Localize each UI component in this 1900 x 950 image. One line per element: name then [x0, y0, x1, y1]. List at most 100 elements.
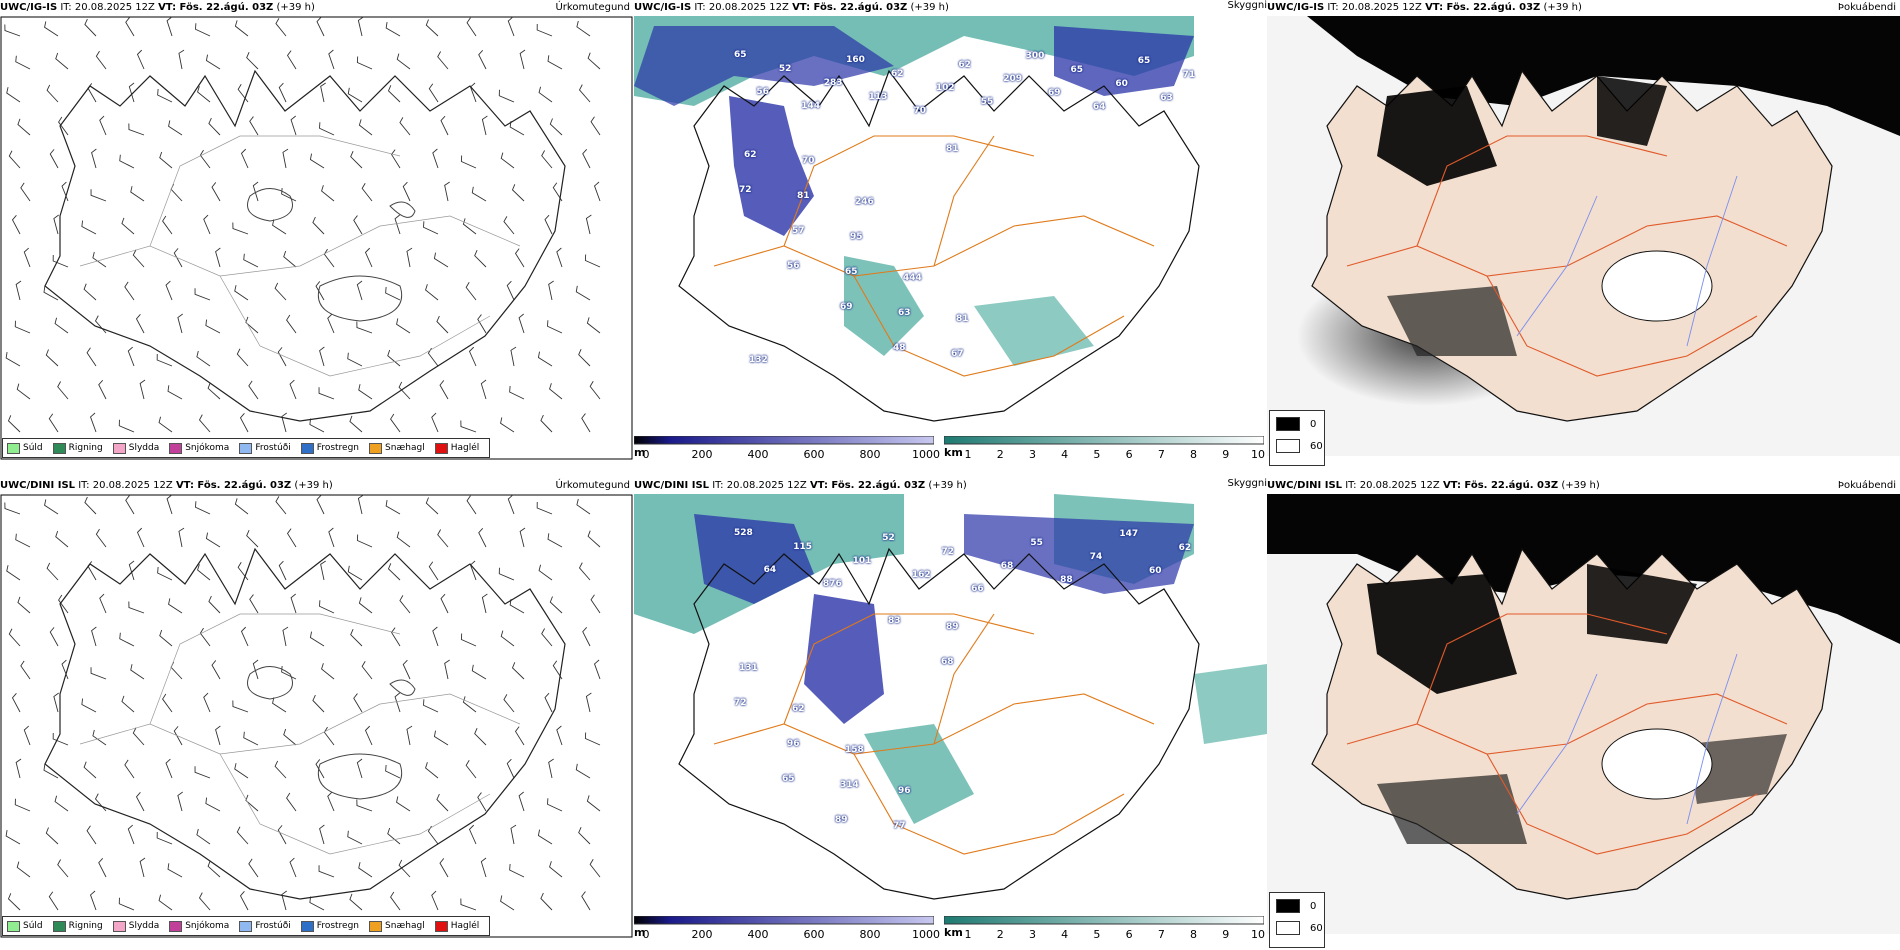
cloud-base-label: 60	[1149, 566, 1162, 576]
lead-time: (+39 h)	[294, 480, 333, 491]
panel-header: UWC/DINI ISL IT: 20.08.2025 12Z VT: Fös.…	[634, 478, 1267, 494]
panel-header: UWC/IG-IS IT: 20.08.2025 12Z VT: Fös. 22…	[634, 0, 1267, 16]
cloud-base-label: 246	[855, 197, 874, 207]
precip-legend-item: Súld	[7, 920, 43, 932]
cloud-base-label: 102	[935, 83, 955, 93]
colorbar-tick: 10	[1251, 448, 1265, 461]
cloud-visibility-panel-bottom: UWC/DINI ISL IT: 20.08.2025 12Z VT: Fös.…	[634, 478, 1267, 950]
fog-legend-label: 0	[1310, 900, 1317, 912]
colorbar-tick: 200	[691, 928, 713, 941]
cloud-base-label: 74	[1089, 552, 1103, 562]
cloud-base-label: 67	[951, 349, 964, 359]
fog-indicator-panel-bottom: UWC/DINI ISL IT: 20.08.2025 12Z VT: Fös.…	[1267, 478, 1900, 950]
cloud-base-label: 158	[845, 745, 864, 755]
visibility-colorbar: km 1 2 3 4 5 6 7 8 9 10	[944, 916, 1265, 942]
precip-type-legend: Súld Rigning Slydda Snjókoma Frostúði Frostre…	[2, 438, 491, 458]
precip-legend-item: Snjókoma	[169, 442, 229, 454]
colorbar-tick: 800	[859, 448, 881, 461]
precip-legend-swatch	[169, 442, 183, 454]
precip-legend-swatch	[434, 920, 448, 932]
cloud-base-label: 72	[941, 547, 955, 557]
cloud-base-label: 48	[893, 343, 906, 353]
precip-legend-swatch	[300, 442, 314, 454]
cloud-base-label: 56	[756, 87, 769, 97]
precip-legend-swatch	[169, 920, 183, 932]
fog-legend-swatch	[1276, 417, 1300, 431]
visibility-unit: km	[944, 926, 963, 939]
visibility-colorbar: km 1 2 3 4 5 6 7 8 9 10	[944, 436, 1265, 462]
cloud-base-label: 83	[888, 616, 901, 626]
precip-legend-swatch	[112, 442, 126, 454]
precip-legend-item: Rigning	[52, 442, 103, 454]
cloud-base-label: 81	[946, 144, 959, 154]
cloud-base-label: 65	[845, 267, 858, 277]
colorbar-tick: 7	[1157, 448, 1165, 461]
cloud-base-colorbar: m 0 200 400 600 800 1000	[634, 916, 940, 942]
init-time: IT: 20.08.2025 12Z	[694, 2, 789, 13]
cloud-base-label: 66	[971, 584, 984, 594]
colorbar-tick: 200	[691, 448, 713, 461]
colorbar-tick: 6	[1125, 448, 1133, 461]
precip-type-map	[0, 16, 633, 460]
precip-legend-label: Slydda	[128, 921, 160, 931]
cloud-base-label: 89	[946, 622, 959, 632]
cloud-base-label: 55	[1030, 538, 1043, 548]
lead-time: (+39 h)	[276, 2, 315, 13]
cloud-visibility-panel-top: UWC/IG-IS IT: 20.08.2025 12Z VT: Fös. 22…	[634, 0, 1267, 470]
panel-title: Úrkomutegund	[555, 480, 630, 491]
init-time: IT: 20.08.2025 12Z	[1327, 2, 1422, 13]
precip-type-panel-bottom: UWC/DINI ISL IT: 20.08.2025 12Z VT: Fös.…	[0, 478, 634, 950]
cloud-base-label: 144	[801, 101, 821, 111]
precip-legend-item: Frostúði	[239, 920, 291, 932]
precip-legend-item: Snjókoma	[169, 920, 230, 932]
road-network	[713, 135, 1155, 377]
init-time: IT: 20.08.2025 12Z	[1345, 480, 1440, 491]
precip-legend-label: Rigning	[68, 921, 103, 931]
cloud-base-label: 115	[793, 542, 813, 552]
cloud-base-label: 77	[893, 821, 906, 831]
road-network	[79, 613, 521, 855]
precip-legend-item: Rigning	[52, 920, 103, 932]
colorbar-tick: 8	[1190, 448, 1198, 461]
precip-legend-item: Frostregn	[300, 920, 359, 932]
precip-legend-label: Snæhagl	[385, 443, 425, 453]
valid-time: VT: Fös. 22.ágú. 03Z	[175, 480, 292, 491]
fog-indicator-map	[1267, 494, 1900, 934]
cloud-base-label: 68	[1000, 561, 1014, 571]
precip-type-panel-top: UWC/IG-IS IT: 20.08.2025 12Z VT: Fös. 22…	[0, 0, 634, 470]
fog-legend-swatch	[1276, 899, 1300, 913]
init-time: IT: 20.08.2025 12Z	[712, 480, 807, 491]
cloud-base-label: 64	[763, 565, 777, 575]
fog-legend-item: 0	[1276, 417, 1316, 431]
panel-header: UWC/DINI ISL IT: 20.08.2025 12Z VT: Fös.…	[1267, 478, 1900, 494]
cloud-base-label: 62	[744, 150, 757, 160]
river-network	[1516, 653, 1738, 825]
panel-title: Úrkomutegund	[555, 2, 630, 13]
precip-legend-item: Slydda	[112, 920, 160, 932]
iceland-coastline	[44, 547, 566, 900]
valid-time: VT: Fös. 22.ágú. 03Z	[1425, 2, 1541, 13]
cloud-base-label: 68	[941, 657, 954, 667]
cloud-visibility-map	[634, 16, 1200, 422]
cloud-base-label: 62	[891, 69, 904, 79]
precip-legend-label: Haglél	[450, 443, 480, 453]
colorbar-tick: 0	[642, 448, 650, 461]
cloud-base-label: 88	[1060, 575, 1073, 585]
colorbar-tick: 4	[1061, 448, 1069, 461]
cloud-base-label: 101	[852, 556, 872, 566]
valid-time: VT: Fös. 22.ágú. 03Z	[158, 2, 274, 13]
precip-legend-swatch	[300, 920, 314, 932]
colorbar-tick: 3	[1028, 928, 1036, 941]
cloud-base-label: 52	[882, 533, 895, 543]
iceland-coastline	[678, 69, 1200, 422]
cloud-base-label: 71	[1182, 70, 1196, 80]
fog-indicator-panel-top: UWC/IG-IS IT: 20.08.2025 12Z VT: Fös. 22…	[1267, 0, 1900, 470]
cloud-base-label: 283	[823, 78, 843, 88]
colorbar-tick: 2	[996, 448, 1004, 461]
cloud-base-label: 70	[913, 106, 926, 116]
cloud-base-label: 89	[835, 815, 848, 825]
precip-legend-label: Snjókoma	[185, 921, 230, 931]
fog-legend: 0 60	[1269, 892, 1325, 948]
panel-title: Skyggni	[1227, 478, 1267, 489]
model-name: UWC/DINI ISL	[0, 480, 76, 491]
